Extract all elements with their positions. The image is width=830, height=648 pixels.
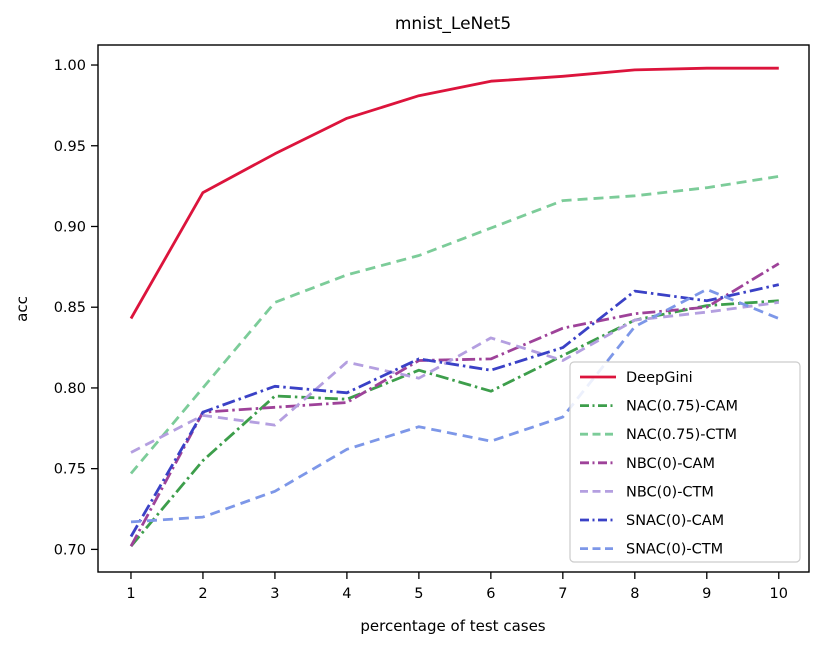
x-tick-label: 6 (486, 586, 495, 602)
legend-label: NAC(0.75)-CAM (626, 399, 738, 415)
series-line-nac-0-75-cam (129, 299, 779, 548)
series-line-snac-0-cam (129, 283, 780, 538)
series-line-deepgini (129, 66, 779, 320)
y-tick-label: 0.70 (54, 542, 86, 558)
legend-label: SNAC(0)-CAM (626, 513, 724, 529)
y-tick-label: 1.00 (54, 58, 86, 74)
plot-frame (97, 44, 810, 573)
x-axis-label: percentage of test cases (360, 617, 545, 635)
legend-label: SNAC(0)-CTM (626, 542, 723, 558)
y-tick-label: 0.85 (54, 300, 86, 316)
legend-label: NBC(0)-CAM (626, 456, 715, 472)
x-tick-label: 9 (702, 586, 711, 602)
series-line-nbc-0-cam (129, 262, 780, 547)
x-tick-label: 8 (630, 586, 639, 602)
x-tick-label: 2 (198, 586, 207, 602)
x-tick-label: 1 (126, 586, 135, 602)
y-tick-label: 0.75 (54, 462, 86, 478)
legend-label: DeepGini (626, 370, 693, 386)
y-tick-label: 0.90 (54, 219, 86, 235)
legend-box (569, 361, 801, 563)
y-tick-label: 0.95 (54, 139, 86, 155)
chart-title: mnist_LeNet5 (395, 14, 511, 34)
x-tick-label: 5 (414, 586, 423, 602)
series-layer (129, 66, 780, 548)
series-line-nac-0-75-ctm (129, 175, 780, 475)
y-axis-label: acc (13, 296, 31, 322)
legend-label: NBC(0)-CTM (626, 484, 714, 500)
x-tick-label: 3 (270, 586, 279, 602)
legend-label: NAC(0.75)-CTM (626, 427, 737, 443)
y-tick-label: 0.80 (54, 381, 86, 397)
series-line-snac-0-ctm (130, 287, 780, 524)
legend: DeepGini NAC(0.75)-CAM NAC(0.75)-CTM NBC(0)… (569, 361, 801, 563)
x-tick-label: 4 (342, 586, 351, 602)
series-line-nbc-0-ctm (130, 301, 779, 454)
x-tick-label: 7 (558, 586, 567, 602)
x-tick-label: 10 (770, 586, 788, 602)
axes-layer: 0.70 0.75 0.80 0.85 0.90 0.95 1.00 1 2 3 4 5 6 7 8 9 10 (54, 44, 810, 602)
